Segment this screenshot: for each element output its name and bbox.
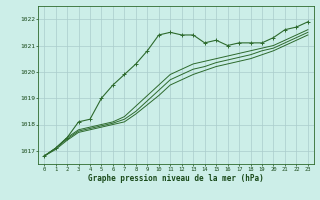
X-axis label: Graphe pression niveau de la mer (hPa): Graphe pression niveau de la mer (hPa) bbox=[88, 174, 264, 183]
